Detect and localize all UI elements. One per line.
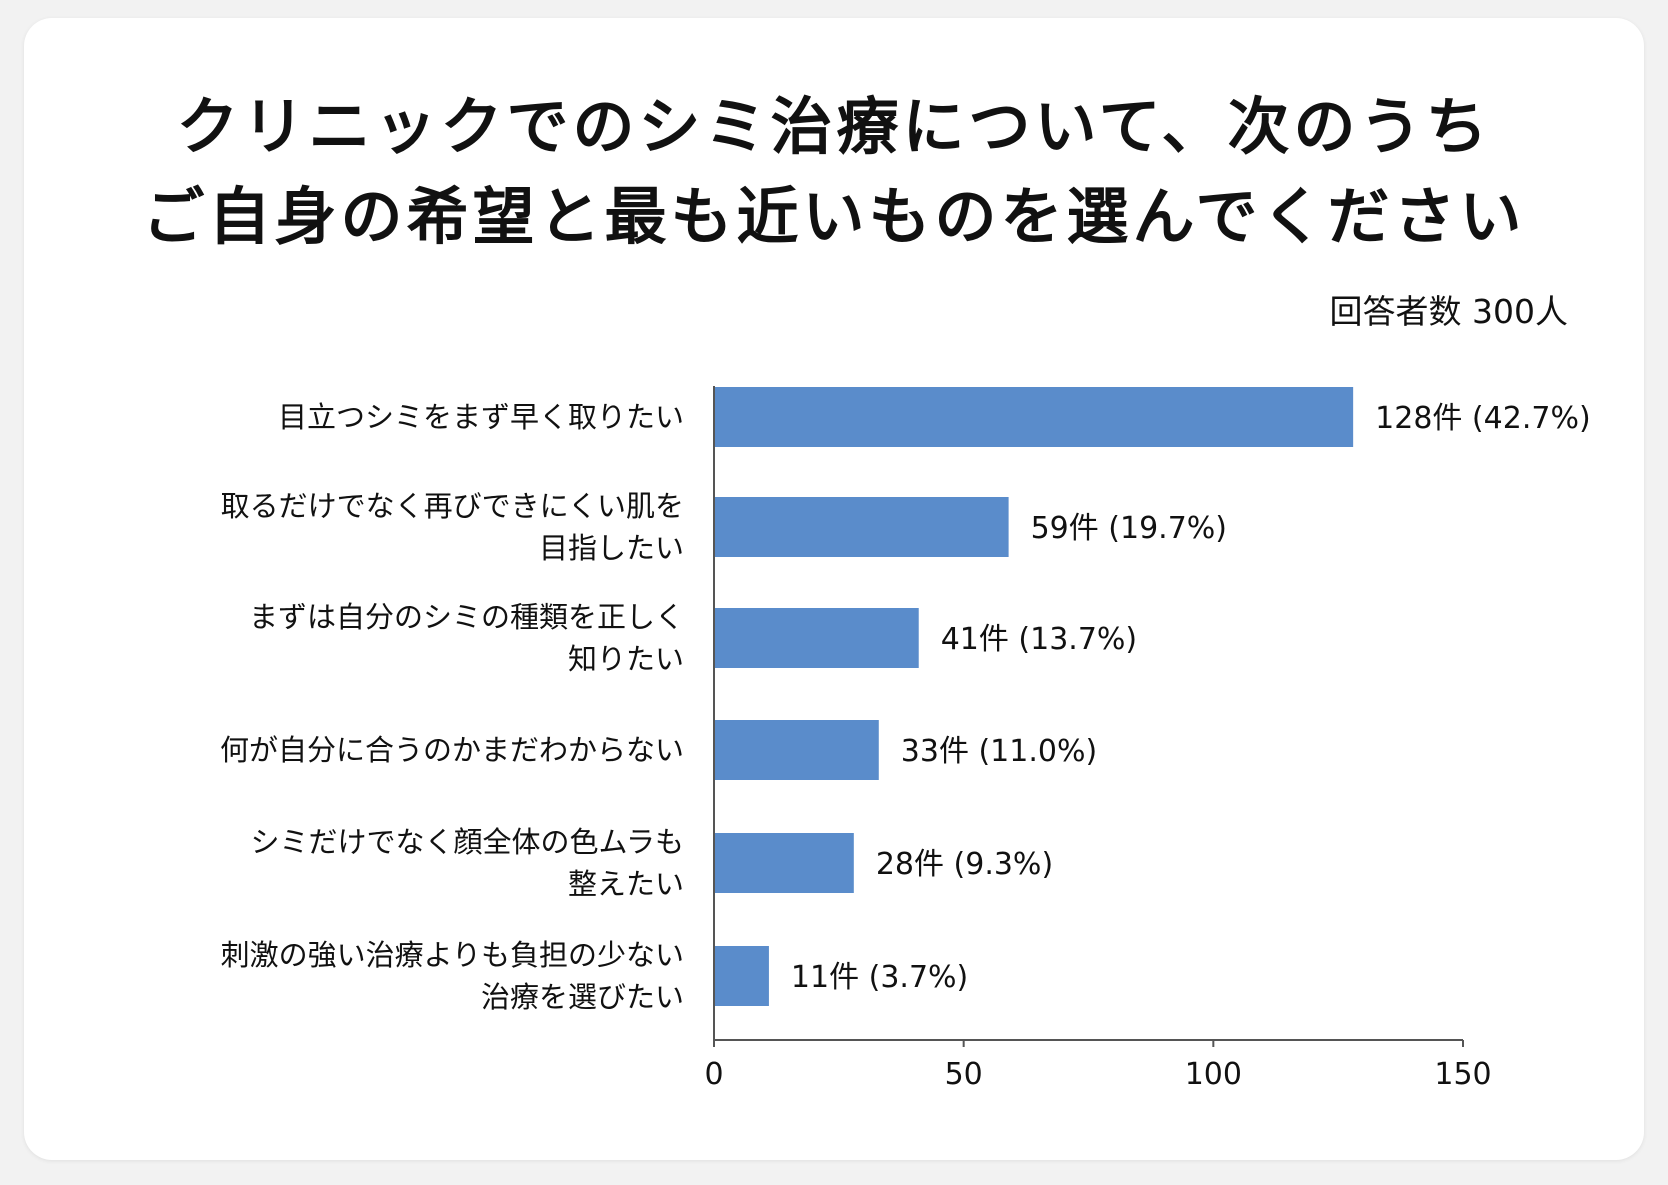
category-label-4-line-1: 何が自分に合うのかまだわからない xyxy=(220,733,684,767)
chart-title: クリニックでのシミ治療について、次のうち ご自身の希望と最も近いものを選んでくだ… xyxy=(0,82,1668,262)
bar-3 xyxy=(714,608,919,668)
x-tick-label-1: 0 xyxy=(704,1057,723,1092)
category-label-1-line-1: 目立つシミをまず早く取りたい xyxy=(278,400,684,434)
category-label-6-line-1: 刺激の強い治療よりも負担の少ない xyxy=(221,938,684,972)
category-label-3-line-2: 知りたい xyxy=(568,642,684,676)
value-label-5: 28件 (9.3%) xyxy=(876,847,1053,882)
value-label-1: 128件 (42.7%) xyxy=(1375,401,1591,436)
bar-1 xyxy=(714,387,1354,447)
title-line-2: ご自身の希望と最も近いものを選んでください xyxy=(142,180,1526,253)
bar-4 xyxy=(714,720,879,780)
value-label-4: 33件 (11.0%) xyxy=(901,734,1097,769)
title-line-1: クリニックでのシミ治療について、次のうち xyxy=(176,90,1492,163)
category-label-2-line-1: 取るだけでなく再びできにくい肌を xyxy=(221,489,684,523)
x-tick-label-3: 100 xyxy=(1185,1057,1242,1092)
value-label-6: 11件 (3.7%) xyxy=(791,960,968,995)
chart-card xyxy=(24,18,1644,1160)
value-label-3: 41件 (13.7%) xyxy=(941,622,1137,657)
bar-2 xyxy=(714,497,1009,557)
bar-6 xyxy=(714,946,769,1006)
category-label-5-line-2: 整えたい xyxy=(568,867,684,901)
category-label-3-line-1: まずは自分のシミの種類を正しく xyxy=(249,600,684,634)
value-label-2: 59件 (19.7%) xyxy=(1031,511,1227,546)
respondent-count: 回答者数 300人 xyxy=(1329,292,1568,331)
bar-5 xyxy=(714,833,854,893)
category-label-6-line-2: 治療を選びたい xyxy=(481,980,684,1014)
x-tick-label-2: 50 xyxy=(945,1057,983,1092)
category-label-2-line-2: 目指したい xyxy=(539,531,684,565)
x-tick-label-4: 150 xyxy=(1434,1057,1491,1092)
category-label-5-line-1: シミだけでなく顔全体の色ムラも xyxy=(250,825,684,859)
